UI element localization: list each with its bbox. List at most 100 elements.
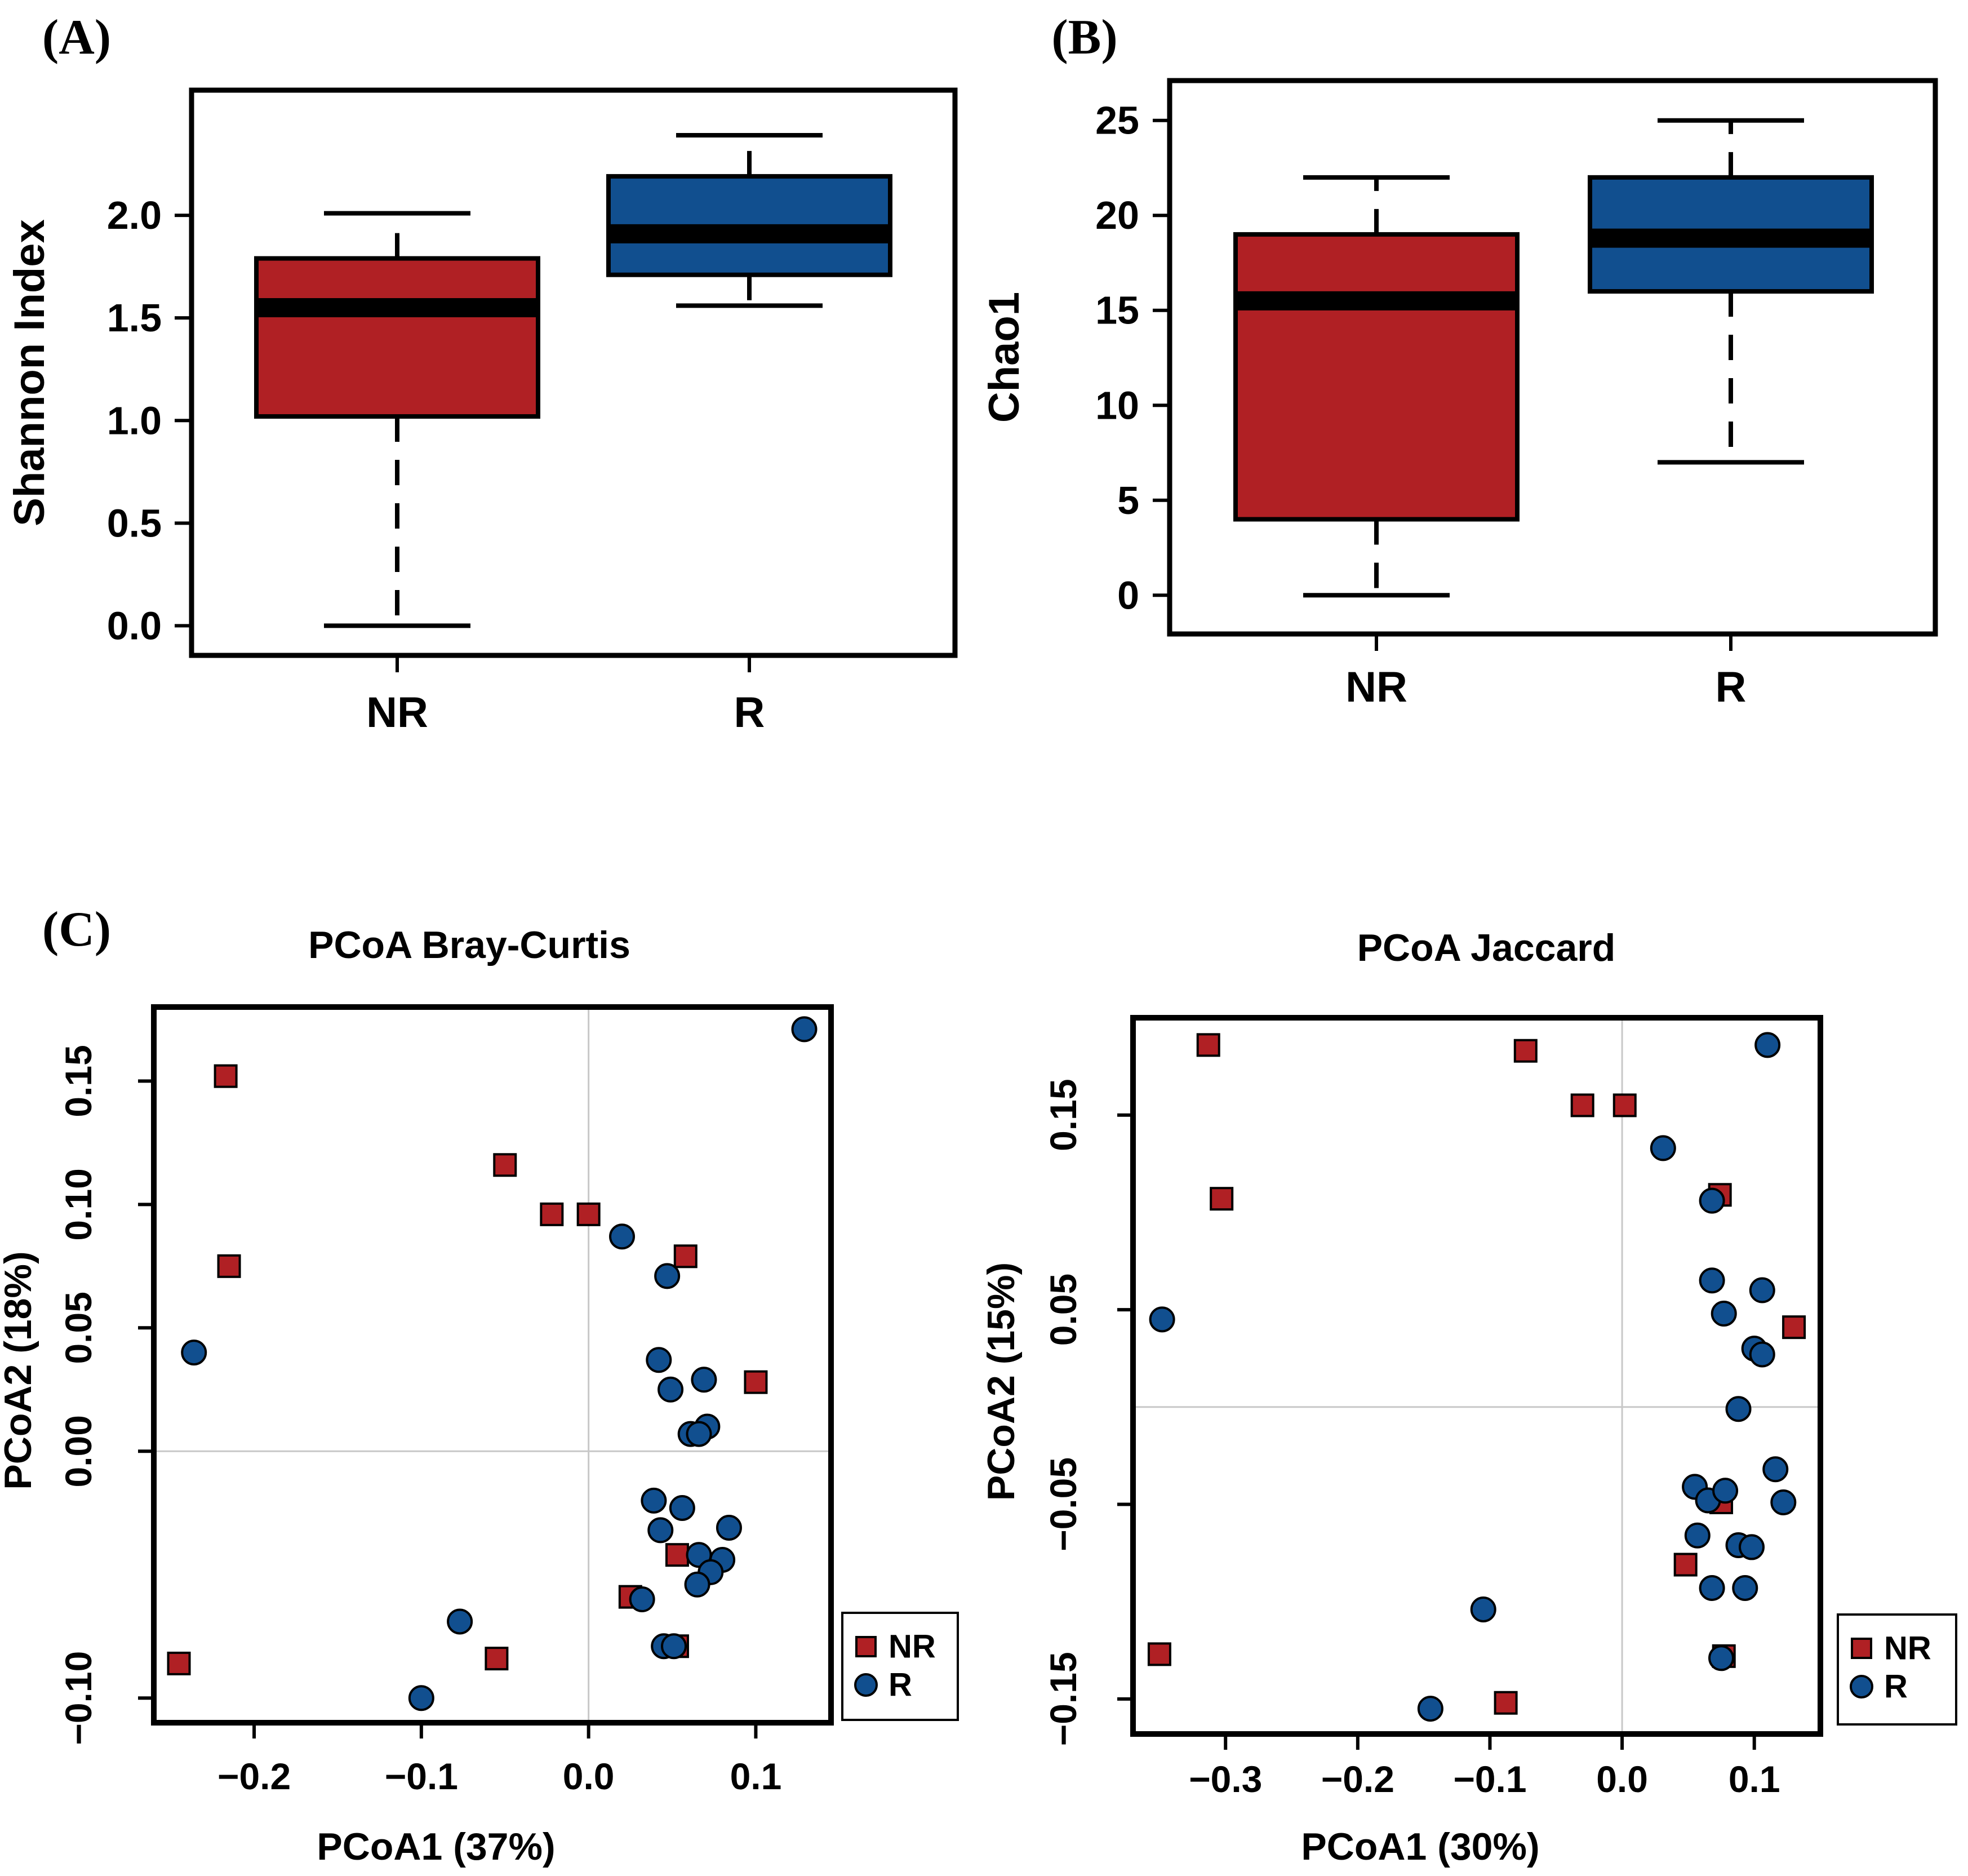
r-point (1417, 1696, 1443, 1722)
y-tick-label: 0.5 (107, 501, 162, 545)
y-tick-label: 1.0 (107, 398, 162, 442)
chart-title: PCoA Bray-Curtis (308, 924, 630, 966)
y-tick-label: 0.05 (57, 1292, 99, 1364)
r-point (1749, 1277, 1775, 1303)
x-tick-label: 0.0 (563, 1755, 615, 1797)
box-r (606, 133, 892, 308)
nr-point (1612, 1093, 1637, 1117)
r-point (1699, 1187, 1725, 1214)
box-r (1588, 118, 1874, 465)
nr-point (673, 1244, 698, 1269)
legend-circle-marker (854, 1673, 878, 1697)
x-tick-label: −0.1 (1453, 1758, 1526, 1800)
r-point (408, 1685, 434, 1711)
nr-point (1196, 1033, 1220, 1057)
iqr-box (1233, 232, 1520, 522)
r-point (647, 1517, 674, 1544)
series-r (1149, 1032, 1797, 1722)
legend-circle-marker (1850, 1675, 1873, 1698)
r-point (1749, 1341, 1775, 1368)
r-point (1149, 1306, 1175, 1333)
x-tick-label: −0.3 (1189, 1758, 1262, 1800)
panel-b: (B) 0 5 10 15 20 25 Chao1 NR R (980, 10, 1938, 711)
y-axis-label: Chao1 (980, 292, 1028, 423)
r-point (669, 1495, 695, 1521)
x-axis-label: PCoA1 (37%) (317, 1825, 555, 1868)
panel-label: (C) (42, 902, 111, 957)
r-point (1699, 1267, 1725, 1294)
nr-point (1513, 1039, 1538, 1063)
nr-point (1147, 1642, 1171, 1666)
nr-point (485, 1647, 509, 1671)
x-tick-label: NR (366, 689, 428, 737)
nr-point (1494, 1691, 1518, 1715)
r-point (661, 1633, 687, 1660)
y-tick-label: 5 (1117, 478, 1139, 522)
legend-label: R (889, 1667, 912, 1704)
x-tick-label: −0.1 (385, 1755, 458, 1797)
y-tick-label: 20 (1095, 193, 1139, 237)
r-point (1725, 1396, 1752, 1422)
x-tick-label: R (734, 689, 765, 737)
nr-point (1570, 1093, 1594, 1117)
y-tick-label: 0 (1117, 573, 1139, 617)
x-tick-label: −0.2 (217, 1755, 291, 1797)
x-tick-label: 0.1 (1729, 1758, 1780, 1800)
chart-title: PCoA Jaccard (1357, 926, 1616, 969)
legend: NRR (841, 1612, 959, 1721)
r-point (1699, 1575, 1725, 1601)
nr-point (744, 1370, 768, 1394)
legend-box (1837, 1613, 1957, 1726)
y-axis-label: Shannon Index (6, 219, 54, 526)
series-nr (167, 1064, 768, 1675)
legend-label: NR (1884, 1630, 1931, 1667)
r-point (1732, 1575, 1758, 1601)
nr-point (665, 1543, 689, 1567)
plot-frame (1130, 1015, 1823, 1737)
panel-label: (A) (42, 10, 111, 65)
r-point (1711, 1300, 1737, 1327)
legend-square-marker (855, 1636, 877, 1657)
panel-a: (A) 0.0 0.5 1.0 1.5 2.0 Shannon Index NR R (6, 10, 958, 737)
r-point (641, 1487, 667, 1514)
r-point (1770, 1489, 1797, 1515)
nr-point (167, 1651, 191, 1675)
legend: NRR (1837, 1613, 1957, 1726)
y-tick-label: 0.0 (107, 604, 162, 647)
r-point (791, 1016, 818, 1043)
legend-square-marker (1851, 1638, 1872, 1659)
r-point (629, 1586, 655, 1613)
y-tick-label: 0.15 (57, 1045, 99, 1117)
y-tick-label: 0.15 (1042, 1079, 1084, 1151)
r-point (1470, 1596, 1496, 1622)
plot-frame (1167, 78, 1938, 637)
series-r (181, 1016, 818, 1711)
x-tick-label: 0.1 (730, 1755, 782, 1797)
y-tick-label: −0.15 (1042, 1652, 1084, 1746)
y-tick-label: 0.00 (57, 1415, 99, 1487)
box-nr (254, 211, 540, 628)
r-point (691, 1367, 717, 1393)
y-tick-label: 1.5 (107, 296, 162, 340)
y-tick-label: −0.05 (1042, 1457, 1084, 1551)
r-point (1762, 1456, 1789, 1483)
r-point (1684, 1522, 1711, 1549)
y-tick-label: 0.05 (1042, 1274, 1084, 1346)
x-tick-label: 0.0 (1596, 1758, 1648, 1800)
nr-point (1210, 1187, 1234, 1211)
x-axis-label: PCoA1 (30%) (1301, 1825, 1539, 1868)
y-tick-label: −0.10 (57, 1651, 99, 1745)
nr-point (493, 1153, 517, 1177)
nr-point (540, 1202, 564, 1226)
y-tick-label: 15 (1095, 289, 1139, 332)
panel-c2: PCoA Jaccard −0.3 −0.2 −0.1 0.0 0.1 −0.15 −0.05… (980, 926, 1957, 1868)
y-tick-label: 10 (1095, 383, 1139, 427)
nr-point (576, 1202, 601, 1226)
r-point (1754, 1032, 1781, 1058)
legend-label: R (1884, 1669, 1908, 1705)
legend-label: NR (889, 1629, 936, 1665)
nr-point (1673, 1553, 1698, 1577)
x-tick-label: R (1716, 663, 1747, 711)
r-point (658, 1376, 684, 1403)
